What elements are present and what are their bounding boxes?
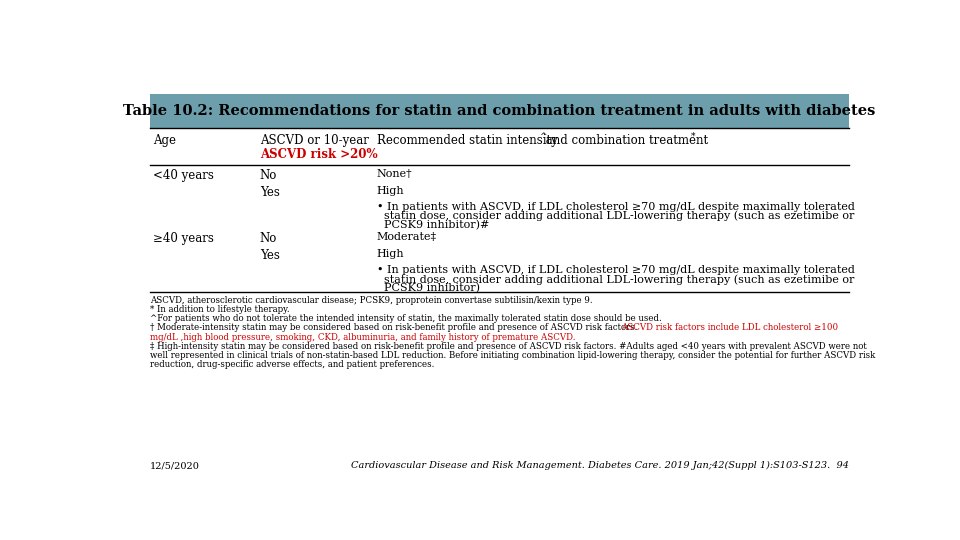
- Text: High: High: [376, 249, 404, 259]
- Text: <40 years: <40 years: [154, 168, 214, 182]
- Text: ‡ High-intensity statin may be considered based on risk-benefit profile and pres: ‡ High-intensity statin may be considere…: [150, 342, 867, 350]
- Text: • In patients with ASCVD, if LDL cholesterol ≥70 mg/dL despite maximally tolerat: • In patients with ASCVD, if LDL cholest…: [376, 202, 854, 212]
- Text: PCSK9 inhibitor): PCSK9 inhibitor): [376, 282, 480, 293]
- Text: Table 10.2: Recommendations for statin and combination treatment in adults with : Table 10.2: Recommendations for statin a…: [123, 104, 876, 118]
- Text: ≥40 years: ≥40 years: [154, 232, 214, 245]
- Text: 12/5/2020: 12/5/2020: [150, 461, 200, 470]
- Text: * In addition to lifestyle therapy.: * In addition to lifestyle therapy.: [150, 305, 289, 314]
- Text: mg/dL ,high blood pressure, smoking, CKD, albuminuria, and family history of pre: mg/dL ,high blood pressure, smoking, CKD…: [150, 333, 575, 342]
- Text: Recommended statin intensity: Recommended statin intensity: [376, 134, 558, 147]
- Text: *: *: [690, 132, 695, 141]
- Text: ^For patients who do not tolerate the intended intensity of statin, the maximall: ^For patients who do not tolerate the in…: [150, 314, 661, 323]
- Text: Cardiovascular Disease and Risk Management. Diabetes Care. 2019 Jan;42(Suppl 1):: Cardiovascular Disease and Risk Manageme…: [351, 461, 849, 470]
- Text: Age: Age: [154, 134, 177, 147]
- Text: Moderate‡: Moderate‡: [376, 232, 437, 242]
- Text: • In patients with ASCVD, if LDL cholesterol ≥70 mg/dL despite maximally tolerat: • In patients with ASCVD, if LDL cholest…: [376, 265, 854, 275]
- Text: Yes: Yes: [260, 186, 279, 199]
- Text: ^: ^: [539, 132, 546, 141]
- Text: statin dose, consider adding additional LDL-lowering therapy (such as ezetimibe : statin dose, consider adding additional …: [376, 211, 854, 221]
- Text: reduction, drug-specific adverse effects, and patient preferences.: reduction, drug-specific adverse effects…: [150, 360, 434, 369]
- Text: PCSK9 inhibitor)#: PCSK9 inhibitor)#: [376, 219, 489, 230]
- Text: ASCVD, atherosclerotic cardiovascular disease; PCSK9, proprotein convertase subt: ASCVD, atherosclerotic cardiovascular di…: [150, 296, 592, 305]
- Text: Yes: Yes: [260, 249, 279, 262]
- Text: and combination treatment: and combination treatment: [541, 134, 708, 147]
- Text: well represented in clinical trials of non-statin-based LDL reduction. Before in: well represented in clinical trials of n…: [150, 351, 876, 360]
- Text: † Moderate-intensity statin may be considered based on risk-benefit profile and : † Moderate-intensity statin may be consi…: [150, 323, 640, 333]
- Text: No: No: [260, 168, 277, 182]
- Text: None†: None†: [376, 168, 412, 179]
- Text: High: High: [376, 186, 404, 196]
- FancyBboxPatch shape: [150, 94, 849, 128]
- Text: ASCVD risk >20%: ASCVD risk >20%: [260, 148, 377, 161]
- Text: ASCVD or 10-year: ASCVD or 10-year: [260, 134, 369, 147]
- Text: statin dose, consider adding additional LDL-lowering therapy (such as ezetimibe : statin dose, consider adding additional …: [376, 274, 854, 285]
- Text: No: No: [260, 232, 277, 245]
- Text: ASCVD risk factors include LDL cholesterol ≥100: ASCVD risk factors include LDL cholester…: [620, 323, 838, 333]
